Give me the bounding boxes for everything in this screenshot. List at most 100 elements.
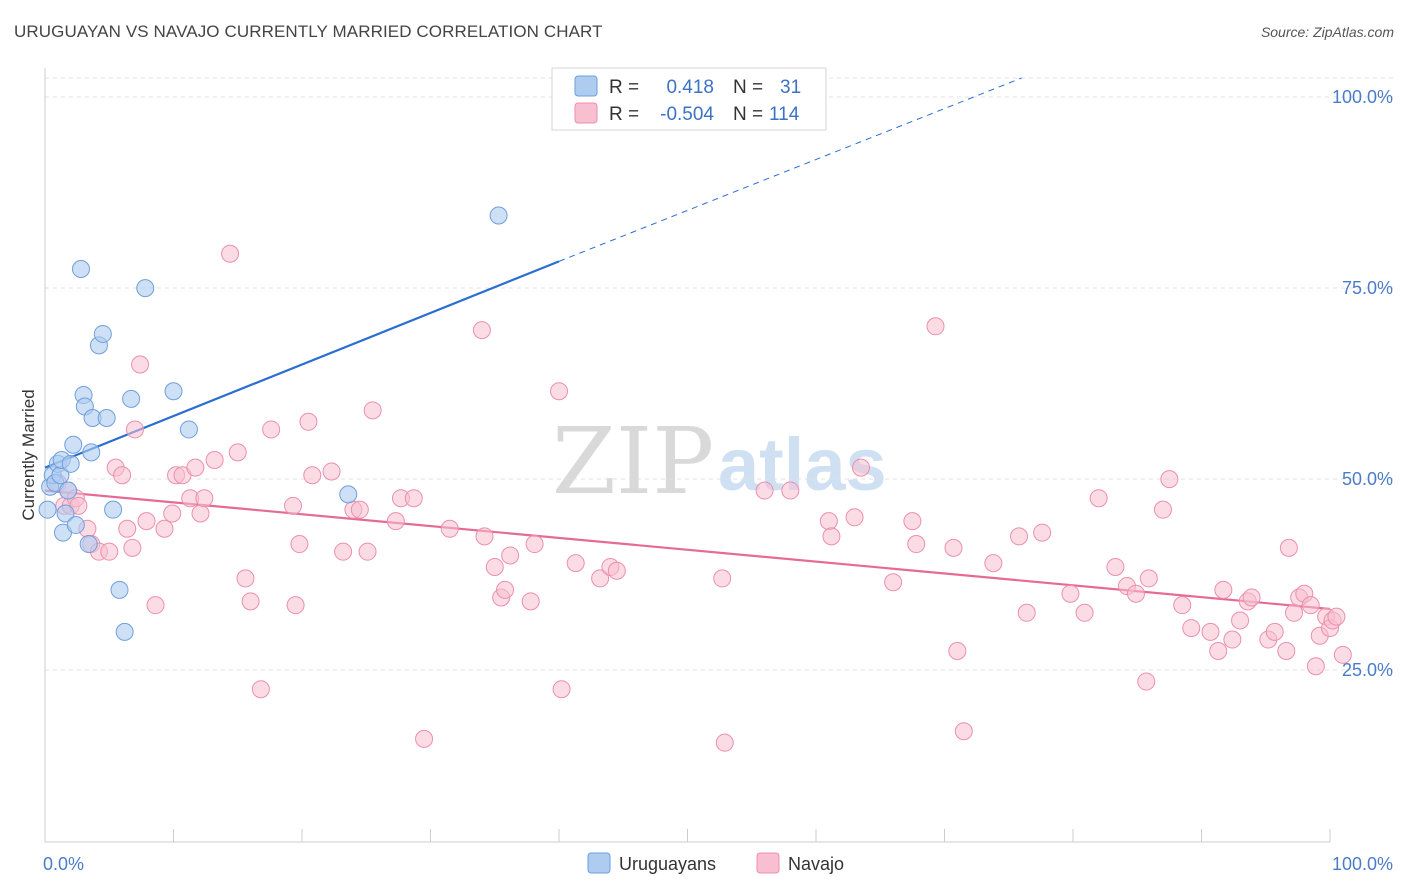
navajo-point [334, 542, 353, 561]
axis-layer: 25.0% 50.0% 75.0% 100.0% 0.0% 100.0% [43, 68, 1393, 874]
uruguayans-trend-extension [558, 77, 1022, 262]
uruguayans-point [38, 500, 57, 519]
navajo-point [1153, 500, 1172, 519]
navajo-point [236, 569, 255, 588]
navajo-point [984, 554, 1003, 573]
navajo-point [137, 512, 156, 531]
navajo-point [1160, 470, 1179, 489]
navajo-point [713, 569, 732, 588]
navajo-point [1265, 622, 1284, 641]
uruguayans-point [179, 420, 198, 439]
legend-n-value-2: 114 [769, 104, 800, 125]
navajo-point [155, 519, 174, 538]
uruguayans-point [79, 535, 98, 554]
uruguayans-point [104, 500, 123, 519]
legend-r-value-1: 0.418 [666, 77, 714, 98]
x-tick-label: 0.0% [43, 854, 84, 874]
source-label: Source: ZipAtlas.com [1260, 24, 1394, 40]
navajo-point [903, 512, 922, 531]
x-tick-label: 100.0% [1332, 854, 1393, 874]
legend-n-value-1: 31 [780, 77, 801, 98]
navajo-point [501, 546, 520, 565]
uruguayans-point [110, 580, 129, 599]
navajo-point [163, 504, 182, 523]
navajo-point [1061, 584, 1080, 603]
navajo-point [1277, 642, 1296, 660]
legend-r-label-1: R = [609, 77, 639, 98]
y-tick-label: 75.0% [1342, 278, 1393, 298]
navajo-point [884, 573, 903, 592]
navajo-point [1173, 596, 1192, 615]
legend-r-label-2: R = [609, 104, 639, 125]
navajo-point [822, 527, 841, 546]
navajo-point [845, 508, 864, 527]
navajo-point [472, 321, 491, 340]
bottom-legend-swatch-navajo[interactable] [756, 852, 780, 874]
navajo-point [521, 592, 540, 611]
navajo-point [944, 538, 963, 557]
navajo-point [1231, 611, 1250, 630]
navajo-point [241, 592, 260, 611]
bottom-legend[interactable]: Uruguayans Navajo [587, 852, 844, 874]
navajo-point [715, 733, 734, 752]
navajo-point [1010, 527, 1029, 546]
navajo-point [525, 535, 544, 554]
navajo-point [322, 462, 341, 481]
navajo-point [195, 489, 214, 508]
navajo-point [125, 420, 144, 439]
navajo-point [781, 481, 800, 500]
navajo-point [954, 722, 973, 741]
y-tick-label: 50.0% [1342, 469, 1393, 489]
navajo-point [1242, 588, 1261, 607]
watermark-zip: ZIP [552, 408, 714, 515]
bottom-legend-swatch-uruguayans[interactable] [587, 852, 611, 874]
legend-swatch-navajo [574, 102, 598, 124]
navajo-point [1327, 607, 1346, 626]
navajo-point [1137, 672, 1156, 691]
navajo-point [262, 420, 281, 439]
navajo-point [948, 642, 967, 660]
y-axis-title: Currently Married [19, 389, 38, 520]
navajo-point [1214, 580, 1233, 599]
y-tick-label: 100.0% [1332, 87, 1393, 107]
navajo-point [290, 535, 309, 554]
legend-n-label-2: N = [733, 104, 763, 125]
legend-box: R = 0.418 N = 31 R = -0.504 N = 114 [551, 67, 827, 131]
bottom-legend-label-navajo[interactable]: Navajo [788, 854, 844, 874]
uruguayans-point [339, 485, 358, 504]
navajo-point [1139, 569, 1158, 588]
navajo-point [404, 489, 423, 508]
uruguayans-point [71, 260, 90, 278]
navajo-point [1301, 596, 1320, 615]
navajo-point [1279, 538, 1298, 557]
navajo-point [591, 569, 610, 588]
legend-swatch-uruguayans [574, 75, 598, 97]
navajo-point [363, 401, 382, 420]
navajo-point [1201, 622, 1220, 641]
navajo-point [123, 538, 142, 557]
uruguayans-point [489, 206, 508, 225]
uruguayans-point [66, 515, 85, 534]
uruguayans-point [59, 481, 78, 500]
uruguayans-trend-line [44, 260, 560, 469]
uruguayans-point [97, 408, 116, 427]
navajo-point [1306, 657, 1325, 676]
navajo-point [1033, 523, 1052, 542]
uruguayans-point [61, 454, 80, 473]
navajo-point [907, 535, 926, 554]
navajo-point [607, 561, 626, 580]
navajo-point [113, 466, 132, 485]
navajo-point [284, 496, 303, 515]
navajo-trend-line [44, 489, 1331, 611]
navajo-point [358, 542, 377, 561]
navajo-point [251, 680, 270, 699]
uruguayans-point [122, 389, 141, 408]
navajo-point [299, 412, 318, 431]
navajo-point [191, 504, 210, 523]
legend-r-value-2: -0.504 [660, 104, 714, 125]
navajo-point [386, 512, 405, 531]
uruguayans-point [64, 435, 83, 454]
navajo-point [755, 481, 774, 500]
navajo-point [286, 596, 305, 615]
bottom-legend-label-uruguayans[interactable]: Uruguayans [619, 854, 716, 874]
